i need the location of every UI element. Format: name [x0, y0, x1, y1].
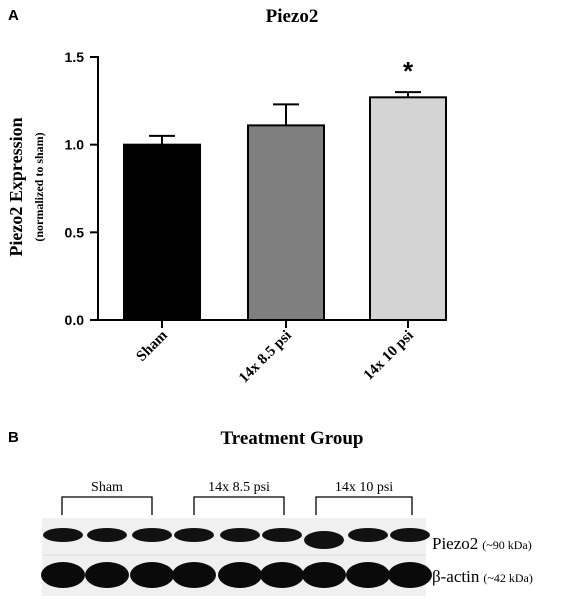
blot-group-label: 14x 8.5 psi	[208, 480, 270, 495]
group-bracket	[315, 496, 413, 515]
beta-actin-band	[260, 562, 304, 588]
protein-size: (~42 kDa)	[483, 571, 532, 585]
y-ticks: 0.0 0.5 1.0 1.5	[65, 49, 98, 328]
beta-actin-band	[388, 562, 432, 588]
beta-actin-band	[346, 562, 390, 588]
blot-group-label: Sham	[91, 480, 123, 495]
x-tick-label: Sham	[134, 327, 172, 365]
beta-actin-band	[85, 562, 129, 588]
piezo2-band	[174, 528, 214, 542]
panel-a-label: A	[8, 7, 19, 24]
x-ticks: Sham 14x 8.5 psi 14x 10 psi	[134, 320, 417, 386]
piezo2-band	[87, 528, 127, 542]
piezo2-band	[348, 528, 388, 542]
blot-row-label: β-actin (~42 kDa)	[432, 567, 533, 586]
panel-b-label: B	[8, 429, 19, 446]
x-tick-label: 14x 8.5 psi	[236, 328, 295, 387]
piezo2-band	[262, 528, 302, 542]
piezo2-band	[132, 528, 172, 542]
piezo2-band	[43, 528, 83, 542]
piezo2-band	[220, 528, 260, 542]
significance-marker: *	[403, 56, 414, 86]
group-bracket	[61, 496, 153, 515]
blot-bands	[41, 528, 432, 588]
piezo2-band	[304, 531, 344, 549]
y-axis-sublabel: (normalized to sham)	[32, 132, 46, 241]
x-tick-label: 14x 10 psi	[361, 328, 417, 384]
group-bracket	[193, 496, 285, 515]
bars: *	[123, 56, 447, 322]
y-tick-label: 0.0	[65, 312, 85, 328]
protein-name: Piezo2	[432, 534, 478, 553]
beta-actin-band	[172, 562, 216, 588]
x-axis-title: Treatment Group	[220, 428, 363, 449]
blot-group-brackets: Sham 14x 8.5 psi 14x 10 psi	[61, 480, 413, 515]
y-tick-label: 1.0	[65, 137, 85, 153]
blot-row-label: Piezo2 (~90 kDa)	[432, 534, 532, 553]
beta-actin-band	[130, 562, 174, 588]
y-axis-label: Piezo2 Expression	[6, 117, 26, 256]
chart-title: Piezo2	[266, 6, 319, 27]
y-tick-label: 1.5	[65, 49, 85, 65]
blot-group-label: 14x 10 psi	[335, 480, 393, 495]
bar	[123, 143, 201, 321]
beta-actin-band	[218, 562, 262, 588]
piezo2-band	[390, 528, 430, 542]
beta-actin-band	[302, 562, 346, 588]
protein-name: β-actin	[432, 567, 480, 586]
protein-size: (~90 kDa)	[482, 538, 531, 552]
y-tick-label: 0.5	[65, 224, 85, 240]
beta-actin-band	[41, 562, 85, 588]
bar	[369, 96, 447, 322]
bar	[247, 124, 325, 321]
blot-row-labels: Piezo2 (~90 kDa) β-actin (~42 kDa)	[432, 534, 533, 586]
